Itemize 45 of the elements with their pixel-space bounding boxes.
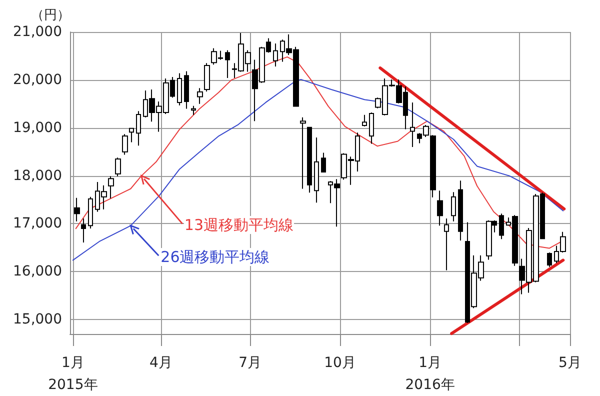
candlestick [547, 252, 552, 268]
y-tick-label: 19,000 [13, 120, 62, 136]
candlestick [129, 127, 134, 143]
candlestick [300, 116, 306, 190]
candlestick [273, 43, 278, 68]
candlestick [136, 110, 141, 146]
candlestick [499, 213, 504, 240]
y-tick-label: 17,000 [13, 216, 62, 232]
candlestick [307, 126, 312, 194]
candlestick [88, 196, 93, 230]
candlestick [321, 152, 326, 173]
candlestick [458, 180, 463, 242]
candlestick [225, 50, 230, 79]
x-tick-label: 1月 2016年 [405, 355, 455, 393]
candlestick [451, 192, 456, 222]
text: 26週移動平均線 [160, 248, 270, 266]
candlestick [369, 112, 374, 144]
candlestick [81, 218, 86, 243]
y-tick-label: 21,000 [13, 24, 62, 40]
candlestick [108, 176, 114, 199]
x-tick-label: 1月 2015年 [48, 355, 98, 393]
candlestick [410, 102, 415, 148]
x-tick-label: 7月 [238, 355, 262, 371]
candlestick [191, 105, 196, 116]
y-tick-label: 18,000 [13, 168, 62, 184]
candlestick [444, 218, 449, 271]
x-tick-label: 4月 [150, 355, 172, 371]
candlestick [197, 88, 203, 104]
candlestick [437, 190, 443, 226]
candlestick [314, 136, 319, 204]
candlestick [122, 134, 128, 156]
x-tick-label: 5月 [558, 355, 582, 371]
candlestick [115, 157, 121, 177]
candlestick [204, 62, 210, 92]
y-tick-label: 20,000 [13, 72, 62, 88]
text: 13週移動平均線 [184, 216, 294, 234]
candlestick [177, 72, 182, 106]
candlestick [362, 114, 367, 127]
candlestick [184, 70, 189, 110]
x-tick-label: 10月 [324, 355, 356, 371]
y-tick-label: 15,000 [13, 312, 62, 328]
y-axis-title: （円） [31, 8, 70, 23]
candlestick [74, 197, 80, 222]
candlestick [430, 134, 436, 198]
y-tick-label: 16,000 [13, 264, 62, 280]
